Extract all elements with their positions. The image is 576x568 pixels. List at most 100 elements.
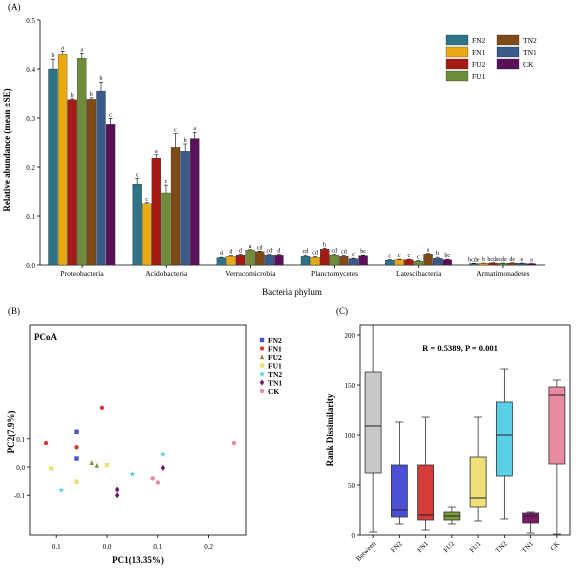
- significance-letter: d: [239, 249, 242, 255]
- significance-letter: b: [184, 138, 187, 144]
- significance-letter: c: [174, 128, 177, 134]
- significance-letter: c: [145, 197, 148, 203]
- pcoa-frame: [29, 324, 247, 536]
- legend-label: TN2: [523, 36, 537, 45]
- pcoa-point: [74, 429, 79, 434]
- significance-letter: b: [71, 93, 74, 99]
- legend-swatch: [496, 46, 520, 58]
- bar: [245, 250, 255, 266]
- bar: [180, 151, 190, 266]
- significance-letter: d: [229, 250, 232, 256]
- bar: [348, 258, 359, 266]
- significance-letter: a: [61, 45, 64, 51]
- bar: [300, 256, 311, 266]
- bar: [394, 259, 404, 266]
- significance-letter: b: [323, 242, 326, 248]
- significance-letter: cd: [257, 245, 263, 251]
- bar: [142, 203, 152, 266]
- pcoa-point: [104, 462, 110, 468]
- legend-label: FN1: [472, 48, 486, 57]
- category-label: Latescibacteria: [396, 269, 442, 278]
- significance-letter: a: [427, 248, 430, 254]
- panel-label-c: (C): [336, 306, 348, 316]
- boxplot-y-tick-label: 50: [348, 482, 356, 490]
- significance-letter: bcde: [468, 257, 480, 263]
- legend-label: FN2: [472, 36, 486, 45]
- bar: [151, 158, 162, 266]
- boxplot-y-label: Rank Dissimilarity: [325, 393, 335, 466]
- bar: [226, 256, 236, 266]
- bar: [329, 255, 339, 266]
- pcoa-point: [150, 476, 155, 481]
- legend-swatch: [445, 70, 469, 82]
- bar-x-label: Bacteria phylum: [262, 287, 322, 297]
- legend-label: TN1: [523, 48, 537, 57]
- bar: [216, 257, 226, 266]
- bar-y-tick-label: 0.1: [26, 213, 35, 221]
- pcoa-point: [114, 486, 120, 493]
- bar: [105, 124, 116, 266]
- bar: [255, 251, 265, 266]
- pcoa-point: [155, 480, 160, 485]
- boxplot-category-label: Between: [355, 539, 378, 562]
- pcoa-legend-marker: [259, 363, 265, 368]
- legend-label: FU1: [472, 72, 486, 81]
- pcoa-x-tick-label: 0.2: [204, 543, 213, 551]
- category-label: Planctomycetes: [311, 269, 358, 278]
- bar: [274, 255, 284, 266]
- boxplot-category-label: FU2: [442, 539, 457, 554]
- pcoa-legend-label: CK: [268, 387, 279, 396]
- bar: [132, 183, 142, 266]
- significance-letter: cd: [341, 250, 347, 256]
- bar: [432, 257, 443, 266]
- pcoa-point: [114, 492, 120, 499]
- pcoa-y-tick-label: 0.1: [16, 436, 25, 444]
- bar: [423, 254, 433, 266]
- legend-swatch: [445, 34, 469, 46]
- bar: [526, 263, 537, 266]
- pcoa-legend-marker: [259, 337, 265, 343]
- bar: [57, 54, 68, 266]
- significance-letter: d: [277, 249, 280, 255]
- significance-letter: c: [388, 254, 391, 260]
- category-label: Armatimonadetes: [476, 269, 529, 278]
- significance-letter: a: [249, 244, 252, 250]
- pcoa-legend-label: FN1: [268, 345, 282, 354]
- boxplot-category-label: TN1: [520, 539, 535, 554]
- bar-y-tick-label: 0.2: [26, 164, 35, 172]
- significance-letter: c: [408, 253, 411, 259]
- bar-y-tick-label: 0.0: [26, 262, 35, 270]
- significance-letter: b: [482, 257, 485, 263]
- significance-letter: c: [109, 112, 112, 118]
- pcoa-point: [129, 471, 136, 477]
- category-label: Verrucomicrobia: [225, 269, 276, 278]
- legend-swatch: [445, 46, 469, 58]
- bar: [469, 263, 479, 266]
- boxplot-y-tick-label: 150: [345, 382, 356, 390]
- significance-letter: cde: [498, 257, 507, 263]
- pcoa-title: PCoA: [34, 332, 57, 342]
- box: [522, 512, 540, 524]
- bar: [320, 249, 330, 266]
- bar: [161, 192, 171, 266]
- bar: [190, 138, 200, 266]
- pcoa-point: [99, 405, 105, 410]
- pcoa-point: [48, 466, 54, 471]
- bar-y-tick-label: 0.5: [26, 17, 35, 25]
- bar: [170, 147, 181, 266]
- bar-y-tick-label: 0.4: [26, 66, 35, 74]
- pcoa-legend-label: FU1: [268, 362, 282, 371]
- bar: [517, 263, 527, 266]
- significance-letter: b: [51, 53, 54, 59]
- significance-letter: b: [99, 76, 102, 82]
- pcoa-legend-label: TN1: [268, 379, 282, 388]
- pcoa-point: [74, 445, 79, 450]
- legend-swatch: [496, 34, 520, 46]
- pcoa-point: [231, 440, 237, 446]
- box: [390, 464, 408, 518]
- box: [548, 386, 566, 465]
- significance-letter: c: [352, 252, 355, 258]
- significance-letter: a: [80, 47, 83, 53]
- significance-letter: b: [90, 92, 93, 98]
